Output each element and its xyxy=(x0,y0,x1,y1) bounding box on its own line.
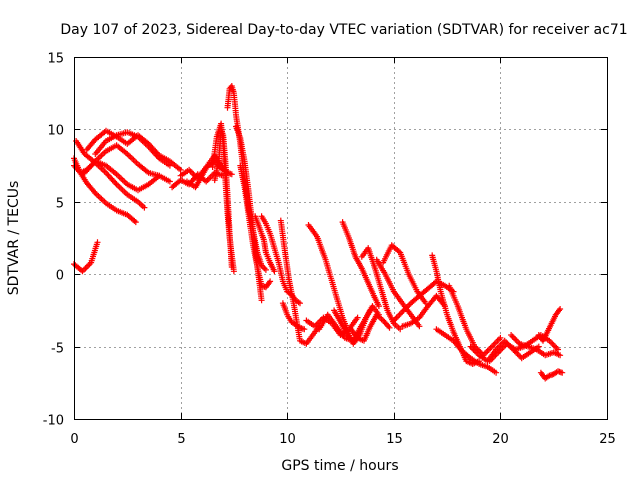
series-arc-33 xyxy=(446,282,504,359)
y-tick-label: -5 xyxy=(51,342,64,357)
x-tick-label: 20 xyxy=(492,432,509,447)
data-point xyxy=(557,352,564,359)
x-tick-label: 25 xyxy=(599,432,616,447)
data-point xyxy=(555,346,561,353)
series-arc-28 xyxy=(380,242,429,307)
data-point xyxy=(262,266,269,273)
data-point xyxy=(132,219,139,226)
data-point xyxy=(141,204,148,211)
y-axis-label: SDTVAR / TECUs xyxy=(6,181,22,296)
series-arc-15 xyxy=(237,162,274,291)
series-arc-20 xyxy=(305,222,355,343)
data-point xyxy=(267,278,274,285)
y-tick-label: 0 xyxy=(56,269,64,284)
chart-title: Day 107 of 2023, Sidereal Day-to-day VTE… xyxy=(60,22,627,38)
series-arc-19 xyxy=(279,300,308,333)
series-arc-23 xyxy=(339,219,382,310)
data-point xyxy=(557,306,564,312)
series-arc-16 xyxy=(252,213,278,275)
x-tick-label: 15 xyxy=(386,432,403,447)
series-arc-31 xyxy=(429,252,483,367)
x-tick-label: 5 xyxy=(177,432,185,447)
x-tick-label: 0 xyxy=(70,432,78,447)
data-point xyxy=(497,334,504,341)
x-tick-label: 10 xyxy=(279,432,296,447)
data-point xyxy=(166,178,173,185)
data-point xyxy=(559,369,566,376)
data-point xyxy=(386,324,393,331)
data-point xyxy=(230,268,237,275)
data-point xyxy=(228,264,235,270)
y-tick-label: 5 xyxy=(56,197,64,212)
series-arc-25 xyxy=(348,311,393,344)
series-arc-37 xyxy=(537,368,566,382)
series-arc-32 xyxy=(433,326,500,376)
data-point xyxy=(271,268,278,275)
data-point xyxy=(228,171,235,178)
plot-frame xyxy=(74,57,608,420)
series-arc-12 xyxy=(211,126,235,270)
data-point xyxy=(416,323,423,330)
data-point xyxy=(354,314,361,321)
data-point xyxy=(156,172,163,179)
series-arc-38 xyxy=(535,306,564,344)
x-axis-label: GPS time / hours xyxy=(281,458,398,474)
x-tick-labels: 0 5 10 15 20 25 xyxy=(70,432,615,447)
data-point xyxy=(258,297,265,304)
y-tick-labels: -10 -5 0 5 10 15 xyxy=(43,52,64,429)
data-point xyxy=(301,326,308,333)
series-arc-05 xyxy=(81,142,163,179)
data-point xyxy=(297,300,303,307)
y-tick-label: 10 xyxy=(47,124,64,139)
y-tick-label: 15 xyxy=(47,52,64,67)
data-point xyxy=(493,369,500,376)
axis-ticks xyxy=(74,57,608,420)
data-point xyxy=(94,239,101,246)
data-point xyxy=(375,303,382,310)
data-marks xyxy=(71,83,566,382)
series-arc-36 xyxy=(508,332,564,359)
series-arc-07 xyxy=(83,127,184,173)
grid-lines xyxy=(74,57,607,419)
y-tick-label: -10 xyxy=(43,414,64,429)
data-point xyxy=(177,166,184,173)
